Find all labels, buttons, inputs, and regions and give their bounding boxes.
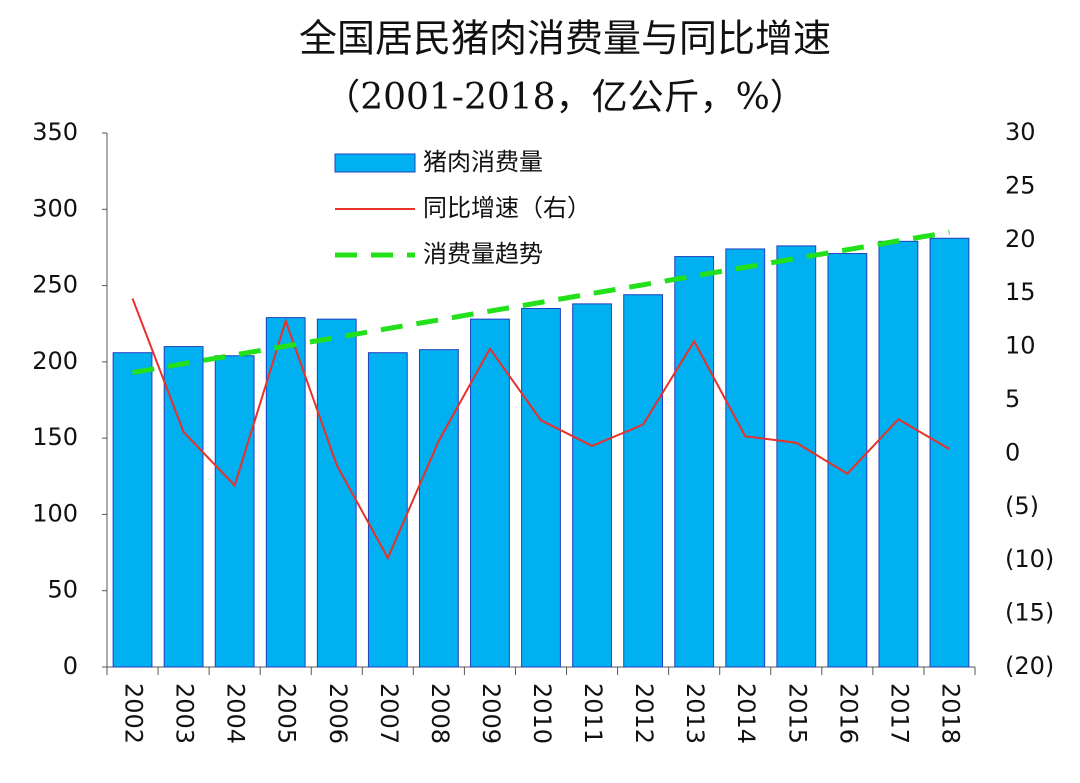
y-tick-label: 300 [32,194,78,222]
x-tick-label: 2007 [375,683,403,744]
x-tick-label: 2002 [120,683,148,744]
bar [521,307,561,668]
y2-tick-label: (20) [1005,652,1054,680]
bar [418,349,459,668]
legend-label: 猪肉消费量 [423,148,543,176]
growth-line [131,298,950,561]
y2-tick-label: 5 [1005,385,1020,413]
x-tick-label: 2004 [222,683,250,744]
bar [878,240,919,668]
bar [776,245,817,668]
bar [265,317,306,668]
x-tick-label: 2011 [579,683,607,744]
x-tick-label: 2016 [834,683,862,744]
y-tick-label: 350 [32,118,78,146]
trend-line [132,229,950,376]
x-tick-label: 2008 [426,683,454,744]
y2-tick-label: 20 [1005,225,1036,253]
y-tick-label: 100 [32,499,78,527]
x-tick-label: 2005 [273,683,301,744]
y2-tick-label: 10 [1005,332,1036,360]
bar [725,248,766,668]
y-tick-label: 50 [47,576,78,604]
x-tick-label: 2018 [936,683,964,744]
legend-label: 消费量趋势 [423,240,543,268]
x-tick-label: 2015 [783,683,811,744]
y2-tick-label: (10) [1005,545,1054,573]
y2-tick-label: (5) [1005,492,1039,520]
bar [674,256,715,668]
y-tick-label: 0 [63,652,78,680]
y2-tick-label: (15) [1005,599,1054,627]
y2-tick-label: 15 [1005,278,1036,306]
x-tick-label: 2009 [477,683,505,744]
y2-tick-label: 30 [1005,118,1036,146]
x-tick-label: 2017 [885,683,913,744]
bar [929,237,970,668]
x-tick-label: 2006 [324,683,352,744]
x-tick-label: 2003 [171,683,199,744]
x-tick-label: 2014 [732,683,760,744]
bar [623,294,664,668]
bar [367,352,408,668]
y-tick-label: 200 [32,347,78,375]
x-tick-label: 2012 [630,683,658,744]
chart-subtitle: （2001-2018，亿公斤，%） [324,77,806,118]
y-tick-label: 150 [32,423,78,451]
legend-label: 同比增速（右） [423,194,591,222]
y2-tick-label: 0 [1005,438,1020,466]
x-tick-label: 2010 [528,683,556,744]
bar [470,318,510,668]
bar [572,303,612,668]
chart-title: 全国居民猪肉消费量与同比增速 [299,17,831,61]
legend-swatch [334,153,416,173]
bar [112,352,153,668]
y2-tick-label: 25 [1005,171,1036,199]
x-tick-label: 2013 [681,683,709,744]
bar [214,355,255,668]
bar [316,318,357,668]
y-tick-label: 250 [32,271,78,299]
